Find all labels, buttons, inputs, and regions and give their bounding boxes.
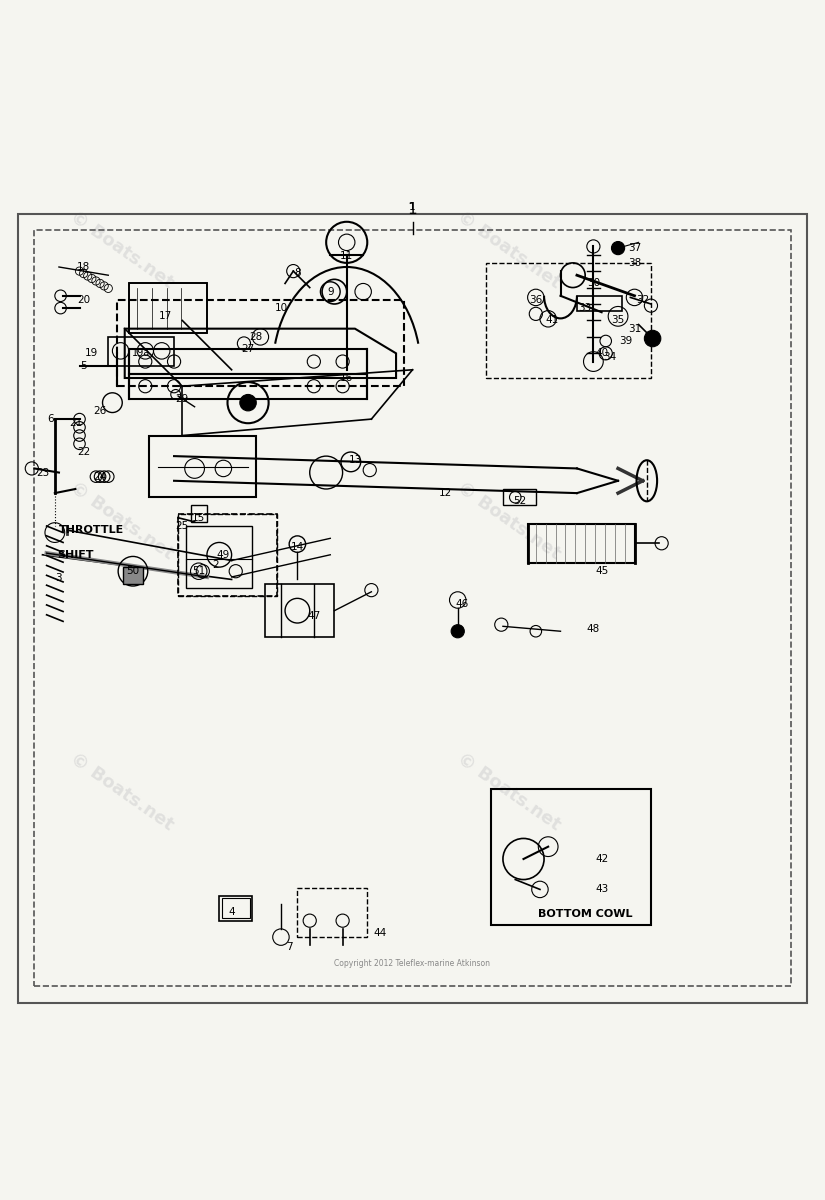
- Text: Copyright 2012 Teleflex-marine Atkinson: Copyright 2012 Teleflex-marine Atkinson: [334, 959, 491, 968]
- Bar: [577, 295, 622, 311]
- Text: 18: 18: [77, 262, 90, 272]
- Text: 11: 11: [340, 251, 353, 262]
- Text: © Boats.net: © Boats.net: [67, 479, 177, 563]
- Bar: [129, 283, 207, 332]
- Text: 2: 2: [212, 560, 219, 570]
- Text: 52: 52: [513, 497, 526, 506]
- Text: 24: 24: [93, 472, 106, 481]
- Text: 28: 28: [250, 332, 263, 342]
- Text: © Boats.net: © Boats.net: [454, 206, 563, 292]
- Bar: [129, 374, 367, 398]
- Bar: [222, 899, 250, 918]
- Text: 19a: 19a: [132, 348, 150, 359]
- Text: 7: 7: [285, 942, 293, 952]
- Text: 43: 43: [595, 884, 608, 894]
- Text: 38: 38: [628, 258, 641, 268]
- Text: 32: 32: [636, 295, 649, 305]
- Circle shape: [240, 395, 257, 410]
- Bar: [178, 514, 277, 596]
- Text: 33: 33: [578, 304, 592, 313]
- Text: 8: 8: [294, 268, 300, 277]
- Text: 26: 26: [93, 406, 106, 416]
- Text: 3: 3: [55, 572, 62, 583]
- Text: 47: 47: [307, 612, 320, 622]
- Bar: [116, 300, 404, 386]
- Text: 34: 34: [603, 353, 616, 362]
- Bar: [503, 490, 535, 505]
- Text: 25: 25: [176, 521, 189, 530]
- Text: 20: 20: [77, 295, 90, 305]
- Text: SHIFT: SHIFT: [57, 550, 94, 559]
- Bar: [129, 349, 367, 374]
- Bar: [129, 283, 207, 332]
- Bar: [108, 337, 174, 366]
- Text: © Boats.net: © Boats.net: [67, 206, 177, 292]
- Text: 39: 39: [620, 336, 633, 346]
- Text: 19: 19: [85, 348, 98, 359]
- Bar: [487, 263, 651, 378]
- Text: 12: 12: [439, 488, 452, 498]
- Text: 15: 15: [192, 512, 205, 523]
- Text: 23: 23: [35, 468, 49, 478]
- Polygon shape: [123, 568, 143, 583]
- Text: 37: 37: [628, 244, 641, 253]
- Text: 9: 9: [327, 287, 333, 296]
- Text: 48: 48: [587, 624, 600, 634]
- Circle shape: [644, 330, 661, 347]
- Text: 44: 44: [373, 928, 386, 938]
- Text: 36: 36: [529, 295, 543, 305]
- Text: 10: 10: [275, 304, 287, 313]
- Text: © Boats.net: © Boats.net: [67, 750, 177, 834]
- Text: 49: 49: [217, 550, 230, 559]
- Text: 31: 31: [628, 324, 641, 334]
- Text: 21: 21: [68, 419, 82, 428]
- Text: 17: 17: [159, 311, 172, 322]
- Text: 45: 45: [595, 566, 608, 576]
- Text: 51: 51: [192, 566, 205, 576]
- Text: © Boats.net: © Boats.net: [454, 479, 563, 563]
- Text: 16: 16: [340, 373, 353, 383]
- Bar: [186, 526, 252, 588]
- Bar: [178, 514, 277, 596]
- Circle shape: [451, 625, 464, 638]
- Text: 46: 46: [455, 599, 469, 610]
- Text: 1: 1: [409, 202, 416, 212]
- Text: 5: 5: [80, 361, 87, 371]
- Text: 30: 30: [587, 278, 600, 288]
- Text: 41: 41: [545, 316, 559, 325]
- Bar: [297, 888, 367, 937]
- Text: 40: 40: [595, 348, 608, 359]
- Bar: [149, 436, 257, 497]
- Text: THROTTLE: THROTTLE: [59, 526, 125, 535]
- Bar: [491, 790, 651, 925]
- Text: 1: 1: [408, 202, 417, 217]
- Text: 4: 4: [229, 907, 235, 918]
- Text: 35: 35: [611, 316, 625, 325]
- Bar: [265, 583, 334, 637]
- Bar: [191, 505, 207, 522]
- Text: 13: 13: [348, 455, 361, 466]
- Circle shape: [611, 241, 625, 254]
- Text: 50: 50: [126, 566, 139, 576]
- Text: 6: 6: [47, 414, 54, 424]
- Text: 42: 42: [595, 854, 608, 864]
- Text: 14: 14: [290, 541, 304, 552]
- Text: 27: 27: [242, 344, 255, 354]
- Text: BOTTOM COWL: BOTTOM COWL: [538, 910, 633, 919]
- Text: © Boats.net: © Boats.net: [454, 750, 563, 834]
- Text: 22: 22: [77, 446, 90, 457]
- Text: 29: 29: [176, 394, 189, 403]
- Bar: [219, 896, 252, 920]
- Bar: [528, 523, 634, 563]
